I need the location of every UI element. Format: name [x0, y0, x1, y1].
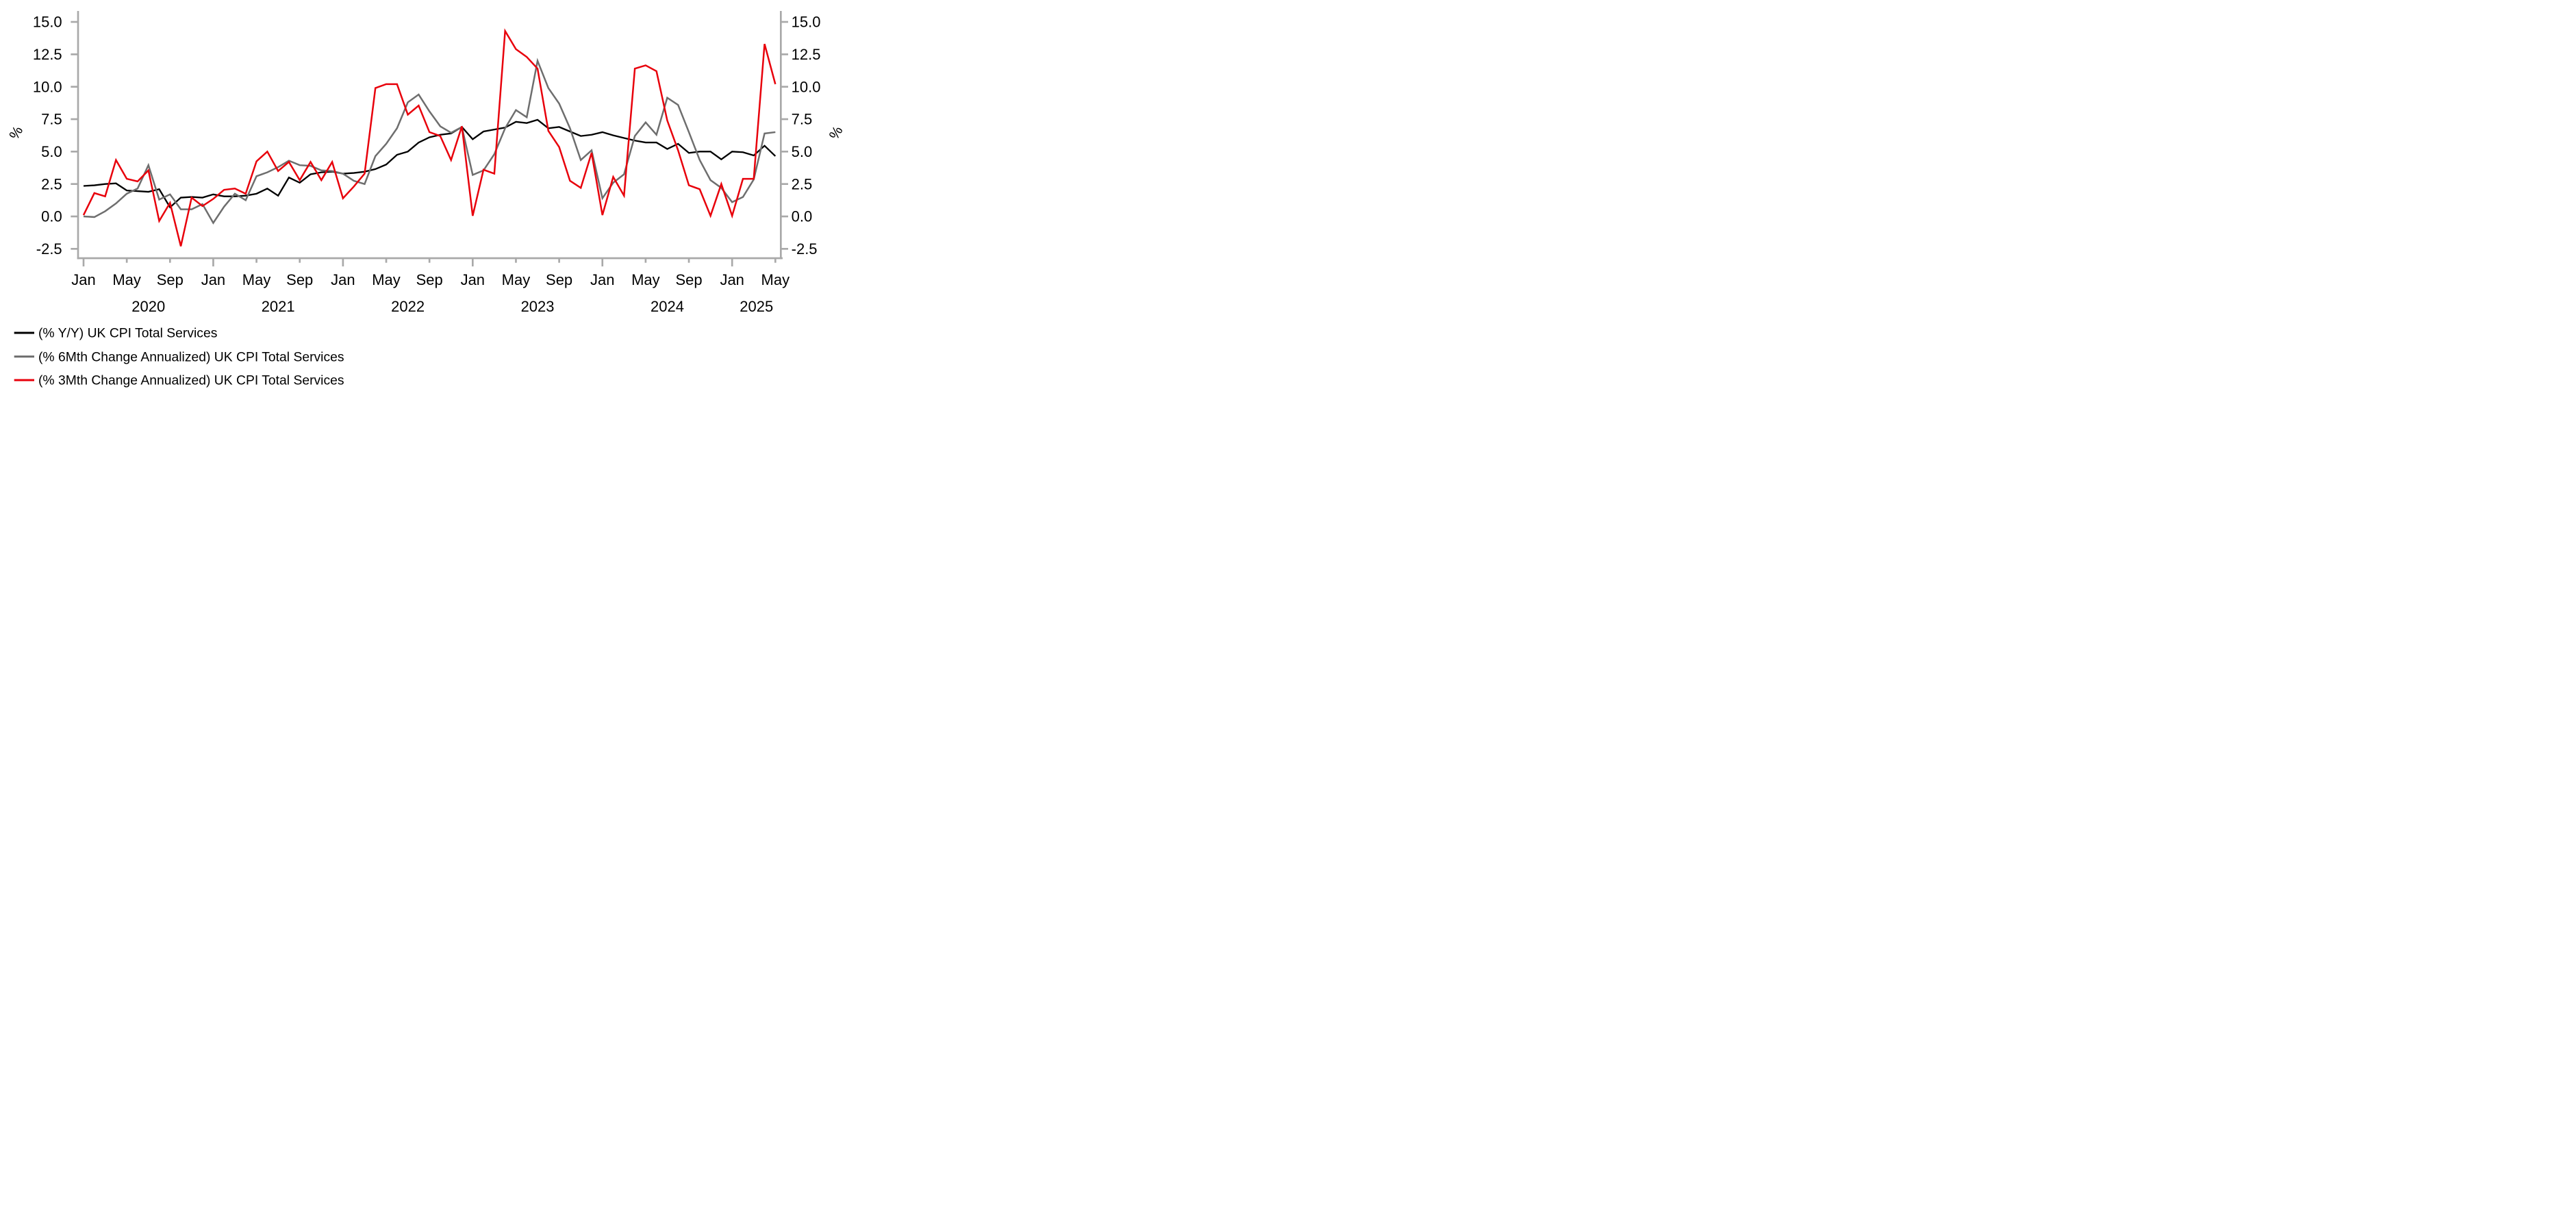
y-tick-label-right: 5.0: [792, 143, 813, 160]
x-tick-label: May: [372, 271, 401, 288]
legend: (% Y/Y) UK CPI Total Services (% 6Mth Ch…: [14, 327, 344, 388]
y-tick-label-left: -2.5: [36, 240, 62, 258]
legend-label-6m: (% 6Mth Change Annualized) UK CPI Total …: [38, 350, 344, 364]
x-tick-label: May: [502, 271, 531, 288]
x-tick-label: Sep: [546, 271, 572, 288]
x-tick-label: May: [242, 271, 271, 288]
y-tick-label-right: 12.5: [792, 46, 821, 63]
y-tick-label-right: 2.5: [792, 175, 813, 192]
x-tick-label: Sep: [416, 271, 443, 288]
y-axis-unit-label-left: %: [6, 123, 26, 142]
y-tick-label-right: 0.0: [792, 208, 813, 225]
y-tick-label-left: 10.0: [33, 78, 62, 95]
series-line-yy: [83, 118, 776, 209]
legend-label-yy: (% Y/Y) UK CPI Total Services: [38, 327, 217, 341]
uk-cpi-total-services-chart: 15.0 15.0 12.5 12.5 10.0 10.0 7.5 7.5 5.0 5.0 2.5 2…: [6, 10, 846, 388]
x-tick-label: Jan: [590, 271, 614, 288]
y-tick-label-left: 7.5: [41, 111, 62, 128]
x-tick-label: May: [761, 271, 790, 288]
x-tick-label: Sep: [675, 271, 702, 288]
series-line-3m: [82, 28, 776, 247]
legend-label-3m: (% 3Mth Change Annualized) UK CPI Total …: [38, 374, 344, 388]
year-label: 2023: [521, 298, 555, 315]
axes-layer: 15.0 15.0 12.5 12.5 10.0 10.0 7.5 7.5 5.0 5.0 2.5 2…: [33, 10, 821, 315]
y-tick-label-left: 2.5: [41, 175, 62, 192]
x-tick-label: May: [631, 271, 660, 288]
y-tick-label-right: 10.0: [792, 78, 821, 95]
legend-item-3m: (% 3Mth Change Annualized) UK CPI Total …: [14, 374, 344, 388]
cpi-services-chart-container: 15.0 15.0 12.5 12.5 10.0 10.0 7.5 7.5 5.0 5.0 2.5 2…: [0, 0, 859, 410]
year-label: 2022: [391, 298, 425, 315]
year-label: 2024: [651, 298, 684, 315]
y-axis-unit-label-right: %: [826, 123, 846, 142]
legend-item-6m: (% 6Mth Change Annualized) UK CPI Total …: [14, 350, 344, 364]
series-line-6m: [83, 58, 776, 225]
x-tick-label: May: [112, 271, 141, 288]
series-layer: [82, 28, 776, 247]
x-tick-label: Jan: [201, 271, 225, 288]
y-tick-label-left: 5.0: [41, 143, 62, 160]
y-tick-label-left: 15.0: [33, 14, 62, 31]
legend-item-yy: (% Y/Y) UK CPI Total Services: [14, 327, 217, 341]
y-tick-label-left: 0.0: [41, 208, 62, 225]
year-label: 2021: [262, 298, 295, 315]
y-tick-label-right: 15.0: [792, 14, 821, 31]
x-tick-label: Sep: [157, 271, 184, 288]
x-tick-label: Sep: [286, 271, 313, 288]
x-tick-label: Jan: [461, 271, 485, 288]
year-label: 2020: [131, 298, 165, 315]
x-tick-label: Jan: [720, 271, 744, 288]
y-tick-label-right: 7.5: [792, 111, 813, 128]
x-tick-label: Jan: [71, 271, 95, 288]
y-tick-label-right: -2.5: [792, 240, 818, 258]
x-tick-label: Jan: [331, 271, 355, 288]
year-label: 2025: [740, 298, 773, 315]
y-tick-label-left: 12.5: [33, 46, 62, 63]
